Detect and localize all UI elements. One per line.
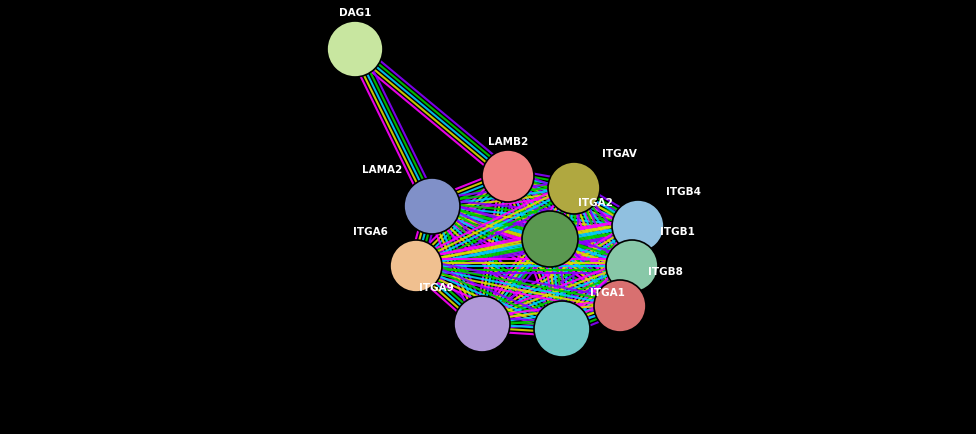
Text: ITGA1: ITGA1: [590, 287, 625, 297]
Circle shape: [390, 240, 442, 293]
Circle shape: [482, 151, 534, 203]
Circle shape: [404, 178, 460, 234]
Text: ITGA6: ITGA6: [353, 227, 388, 237]
Text: ITGA2: ITGA2: [578, 197, 613, 207]
Text: DAG1: DAG1: [339, 8, 371, 18]
Circle shape: [327, 22, 383, 78]
Text: ITGAV: ITGAV: [602, 149, 637, 159]
Circle shape: [534, 301, 590, 357]
Circle shape: [594, 280, 646, 332]
Text: LAMA2: LAMA2: [362, 164, 402, 174]
Text: ITGA9: ITGA9: [420, 283, 454, 293]
Circle shape: [606, 240, 658, 293]
Circle shape: [454, 296, 510, 352]
Circle shape: [612, 201, 664, 253]
Text: ITGB1: ITGB1: [660, 227, 695, 237]
Circle shape: [548, 163, 600, 214]
Text: LAMB2: LAMB2: [488, 137, 528, 147]
Text: ITGB4: ITGB4: [666, 187, 701, 197]
Text: ITGB8: ITGB8: [648, 266, 683, 276]
Circle shape: [522, 211, 578, 267]
